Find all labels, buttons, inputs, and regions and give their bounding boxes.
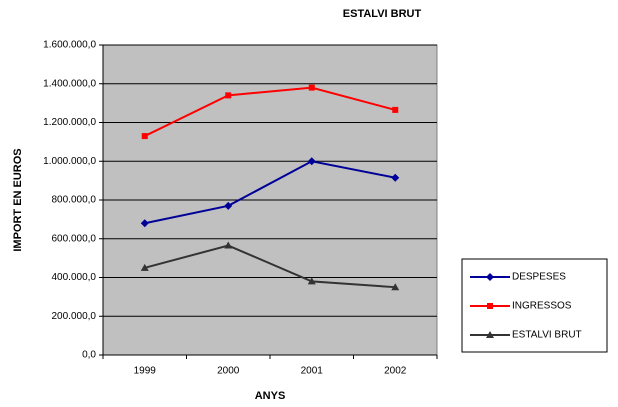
- marker: [307, 157, 316, 166]
- marker: [224, 201, 233, 210]
- y-tick-label: 0,0: [82, 350, 96, 361]
- x-tick-label: 2002: [384, 366, 407, 377]
- marker: [140, 219, 149, 228]
- marker: [391, 283, 400, 291]
- marker: [224, 241, 233, 249]
- chart-title: ESTALVI BRUT: [343, 8, 422, 20]
- marker: [391, 173, 400, 182]
- y-tick-label: 1.200.000,0: [43, 117, 96, 128]
- x-axis-label: ANYS: [255, 390, 286, 402]
- series-line: [144, 86, 396, 137]
- y-tick-label: 800.000,0: [52, 195, 97, 206]
- legend-label: ESTALVI BRUT: [512, 330, 582, 341]
- series-line: [144, 160, 396, 225]
- y-tick-label: 400.000,0: [52, 272, 97, 283]
- y-axis-label: IMPORT EN EUROS: [12, 148, 24, 251]
- marker: [392, 106, 399, 113]
- series-line: [144, 244, 396, 289]
- marker: [487, 303, 493, 309]
- marker: [486, 273, 494, 281]
- marker: [141, 133, 148, 140]
- x-tick-label: 2000: [217, 366, 240, 377]
- y-tick-label: 1.600.000,0: [43, 40, 96, 51]
- legend-label: DESPESES: [512, 272, 566, 283]
- y-tick-label: 1.000.000,0: [43, 156, 96, 167]
- x-tick-label: 1999: [134, 366, 157, 377]
- y-tick-label: 600.000,0: [52, 233, 97, 244]
- y-tick-label: 1.400.000,0: [43, 78, 96, 89]
- y-tick-label: 200.000,0: [52, 311, 97, 322]
- marker: [307, 277, 316, 285]
- marker: [225, 92, 232, 99]
- marker: [486, 331, 494, 338]
- marker: [140, 263, 149, 271]
- marker: [308, 84, 315, 91]
- x-tick-label: 2001: [301, 366, 324, 377]
- legend-label: INGRESSOS: [512, 301, 572, 312]
